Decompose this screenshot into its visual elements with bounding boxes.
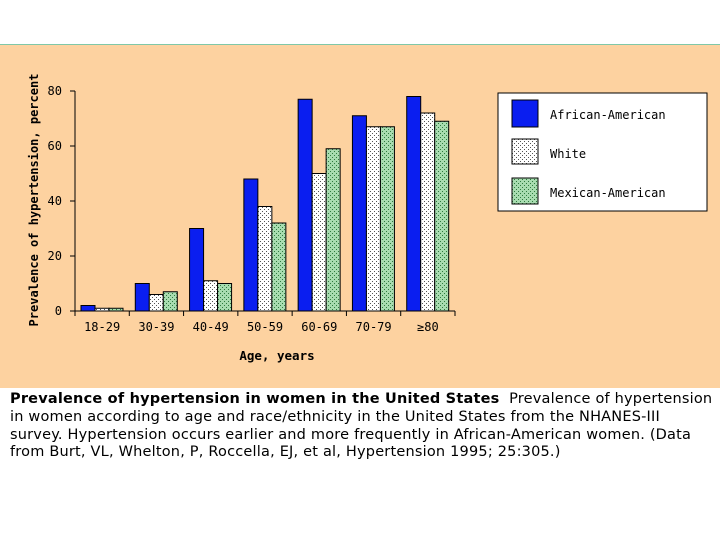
y-tick-label: 0 [55,304,62,318]
bar-white-3039 [148,294,164,312]
bar-chart: Prevalence of hypertension, percent 0 20 4… [27,74,708,363]
legend-swatch-white [511,138,539,165]
top-divider-line [0,44,720,45]
y-tick-label: 20 [48,249,62,263]
bar-mexican-american-1829 [108,307,124,312]
bar-african-american-3039 [134,283,150,312]
legend-swatch-african-american [511,99,539,128]
bar-african-american-7079 [351,115,367,312]
bar-white-1829 [94,307,110,312]
x-tick-label: ≥80 [417,320,439,334]
y-tick-label: 60 [48,139,62,153]
bar-white-7079 [365,126,381,312]
bar-white-5059 [257,206,273,312]
x-tick-label: 18-29 [84,320,120,334]
bar-mexican-american-6069 [325,148,341,312]
bar-african-american-6069 [297,98,313,312]
bar-mexican-american-3039 [162,291,178,312]
bar-mexican-american-4049 [217,283,233,312]
bar-african-american-80 [406,96,422,312]
legend-swatch-mexican-american [511,177,539,205]
bar-mexican-american-5059 [271,222,287,312]
x-tick-label: 50-59 [247,320,283,334]
chart-panel: Prevalence of hypertension, percent 0 20 4… [0,45,720,388]
x-tick-label: 60-69 [301,320,337,334]
y-tick-label: 40 [48,194,62,208]
bar-mexican-american-7079 [379,126,395,312]
legend-label-white: White [550,147,586,161]
bar-mexican-american-80 [434,120,450,312]
bars [80,96,450,312]
bar-african-american-4049 [189,228,205,312]
bar-african-american-1829 [80,305,96,312]
legend-label-african-american: African-American [550,108,666,122]
bar-african-american-5059 [243,178,259,312]
legend-label-mexican-american: Mexican-American [550,186,666,200]
caption-body: Prevalence of hypertension in women acco… [10,391,713,461]
bar-white-4049 [203,280,219,312]
caption-title: Prevalence of hypertension in women in t… [10,391,500,407]
x-tick-label: 30-39 [138,320,174,334]
figure-caption: Prevalence of hypertension in women in t… [10,391,715,462]
y-ticks: 0 20 40 60 80 [48,84,75,318]
bar-white-6069 [311,173,327,312]
bar-white-80 [420,112,436,312]
y-axis-label: Prevalence of hypertension, percent [27,74,41,327]
x-tick-label: 40-49 [193,320,229,334]
legend: African-American White Mexican-American [497,92,708,212]
x-axis-label: Age, years [239,348,314,363]
x-tick-label: 70-79 [356,320,392,334]
x-ticks: 18-29 30-39 40-49 50-59 60-69 70-79 ≥80 [74,311,456,334]
y-tick-label: 80 [48,84,62,98]
